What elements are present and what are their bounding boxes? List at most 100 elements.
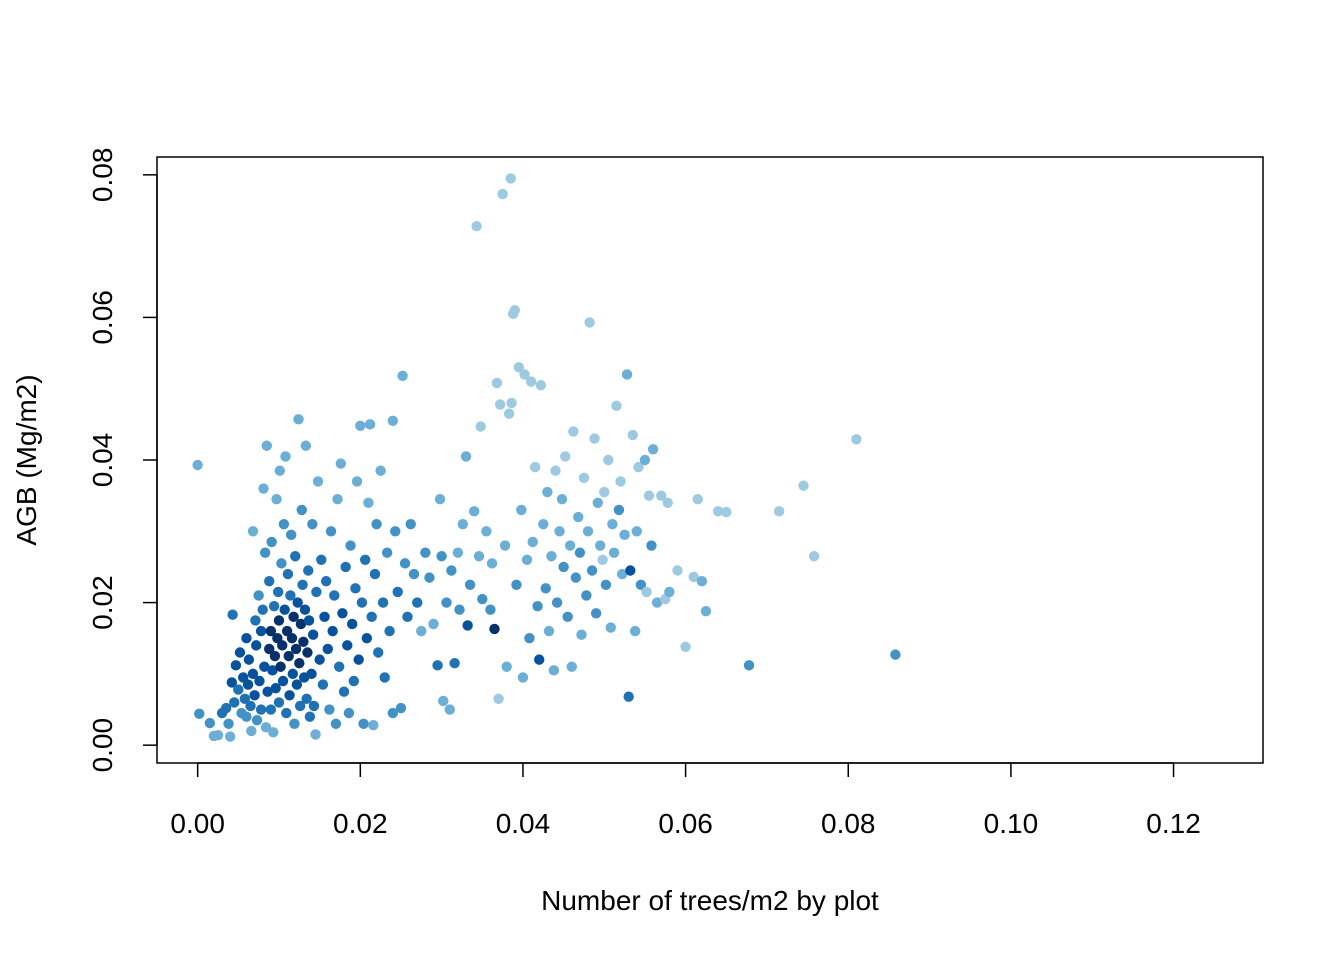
data-point [262, 686, 273, 697]
data-point [212, 729, 224, 741]
data-point [265, 625, 277, 637]
data-point [226, 677, 238, 688]
data-point [304, 711, 316, 722]
data-point [384, 625, 395, 637]
data-point [489, 623, 500, 635]
data-point [273, 615, 285, 626]
data-point [239, 693, 251, 705]
data-point [327, 625, 338, 637]
data-point [192, 459, 203, 471]
data-point [529, 461, 541, 473]
data-point [257, 604, 268, 615]
data-point [643, 490, 655, 501]
data-point [420, 547, 431, 558]
x-axis-title: Number of trees/m2 by plot [541, 885, 879, 916]
data-point [290, 551, 301, 562]
data-point [651, 597, 663, 608]
data-point [556, 494, 568, 505]
data-point [457, 518, 468, 530]
data-point [452, 547, 464, 558]
data-point [603, 454, 614, 466]
data-point [581, 590, 592, 601]
data-point [460, 451, 472, 462]
data-point [297, 579, 308, 590]
data-point [497, 188, 508, 200]
data-point [268, 727, 279, 738]
data-point [672, 565, 683, 576]
data-point [251, 715, 263, 726]
data-point [338, 686, 350, 697]
data-point [303, 565, 314, 576]
data-point [390, 526, 401, 537]
data-point [265, 704, 277, 715]
x-tick-label: 0.00 [170, 808, 225, 839]
data-point [506, 397, 517, 409]
y-tick-label: 0.08 [87, 148, 118, 203]
data-point [355, 420, 366, 431]
data-point [245, 700, 256, 712]
data-point [356, 597, 368, 608]
data-point [266, 536, 277, 548]
data-point [277, 640, 288, 651]
data-point [286, 633, 298, 644]
data-point [314, 654, 325, 665]
data-point [363, 497, 374, 508]
data-point [288, 611, 299, 623]
data-point [296, 504, 307, 516]
data-point [808, 551, 820, 562]
data-point [527, 536, 538, 548]
data-point [249, 690, 260, 701]
data-point [608, 547, 620, 558]
data-point [505, 173, 516, 184]
data-point [615, 476, 626, 487]
data-point [253, 590, 264, 601]
data-point [329, 590, 340, 601]
x-tick-label: 0.12 [1146, 808, 1201, 839]
data-point [387, 707, 399, 719]
data-point [473, 551, 485, 562]
data-point [503, 408, 515, 419]
data-point [627, 429, 638, 441]
data-point [890, 649, 901, 660]
data-point [255, 625, 267, 637]
data-point [320, 576, 332, 587]
data-point [224, 731, 236, 742]
y-axis-title: AGB (Mg/m2) [11, 374, 42, 545]
data-point [230, 660, 242, 671]
data-point [499, 540, 511, 551]
data-point [300, 440, 312, 451]
data-point [292, 597, 303, 608]
data-point [613, 504, 625, 516]
data-point [621, 369, 633, 380]
data-point [366, 611, 377, 623]
data-point [381, 547, 393, 558]
data-point [260, 722, 272, 733]
data-point [566, 661, 577, 672]
data-point [333, 661, 345, 672]
data-point [564, 540, 576, 551]
data-point [597, 554, 608, 566]
data-point [269, 650, 281, 662]
data-point [646, 540, 657, 551]
data-point [359, 554, 371, 566]
data-point [310, 729, 321, 740]
data-point [392, 586, 403, 598]
data-point [576, 629, 587, 640]
x-axis: 0.00 0.02 0.04 0.06 0.08 0.10 0.12 [170, 762, 1201, 839]
data-point [501, 661, 512, 672]
data-point [589, 433, 600, 444]
data-point [524, 633, 535, 644]
data-point [475, 421, 486, 432]
data-point [584, 317, 595, 328]
data-point [251, 640, 262, 651]
data-point [299, 604, 311, 615]
data-point [397, 370, 408, 382]
data-point [307, 518, 318, 530]
data-point [680, 641, 691, 652]
data-point [525, 376, 537, 387]
data-point [229, 697, 240, 708]
data-point [308, 700, 320, 712]
data-point [595, 540, 606, 551]
data-point [220, 702, 232, 714]
